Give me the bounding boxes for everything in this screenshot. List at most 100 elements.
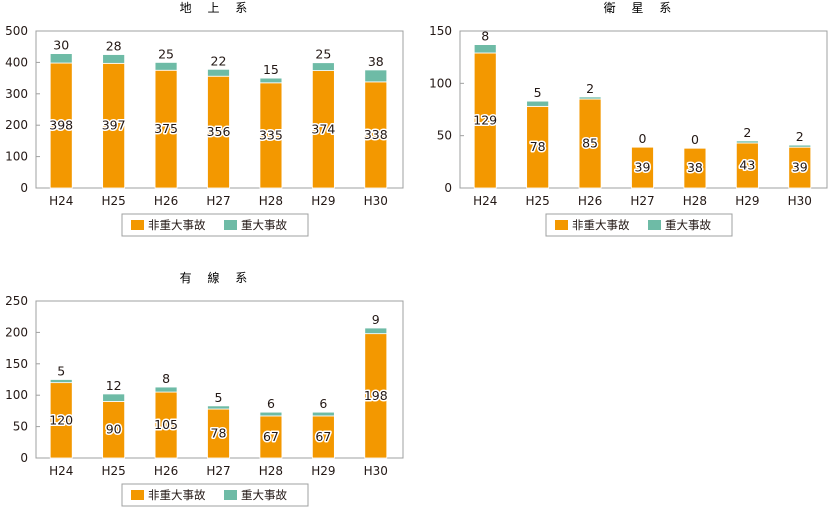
x-tick-label: H30 [364,194,388,208]
chart-panel-wired: 有 線 系 0 50 100 150 200 250 120 5 H24 90 12 H25 105 8 H2… [0,270,410,515]
data-label-non-major: 335 [259,127,283,142]
legend-box [121,483,309,507]
y-tick-label: 400 [5,55,28,69]
x-tick-label: H30 [364,464,388,478]
data-label-major: 25 [315,47,331,62]
bar-major [788,144,812,148]
data-label-non-major: 39 [792,160,808,175]
bar-major [102,54,126,64]
legend-label-non-major: 非重大事故 [572,218,630,232]
bar-major [207,405,230,410]
bar-major [259,77,283,84]
chart-ground: 地 上 系 0 100 200 300 400 500 398 30 H24 397 28 H25 375… [5,1,404,237]
y-tick-label: 150 [429,24,452,38]
data-label-major: 9 [372,312,380,327]
bar-major [364,327,388,335]
legend-label-major: 重大事故 [241,218,287,232]
data-label-major: 28 [106,39,122,54]
bar-major [311,62,335,71]
x-tick-label: H26 [154,464,178,478]
bar-major [207,68,230,77]
legend-swatch-major [224,490,237,500]
bar-major [526,100,550,107]
y-tick-label: 250 [5,294,28,308]
bar-major [735,140,759,144]
chart-title: 有 線 系 [180,270,254,285]
x-tick-label: H29 [735,194,759,208]
y-tick-label: 200 [5,325,28,339]
chart-panel-satellite: 衛 星 系 0 50 100 150 129 8 H24 78 5 H25 85 2 H26 39 0 H27 3… [424,0,834,245]
bar-major [578,96,602,100]
data-label-major: 2 [743,125,751,140]
x-tick-label: H30 [788,194,812,208]
x-tick-label: H28 [683,194,707,208]
data-label-major: 8 [481,29,489,44]
x-tick-label: H29 [311,464,335,478]
y-tick-label: 0 [20,181,28,195]
x-tick-label: H27 [206,194,230,208]
data-label-non-major: 198 [364,388,388,403]
data-label-major: 5 [57,364,65,379]
data-label-major: 2 [796,129,804,144]
data-label-non-major: 43 [739,157,755,172]
y-tick-label: 50 [437,129,452,143]
bar-non-major [631,146,654,189]
data-label-non-major: 356 [207,124,231,139]
data-label-major: 38 [368,54,384,69]
data-label-non-major: 85 [582,136,598,151]
data-label-non-major: 67 [263,429,279,444]
chart-wired: 有 線 系 0 50 100 150 200 250 120 5 H24 90 12 H25 105 8 H2… [5,270,404,507]
legend-swatch-non-major [131,490,144,500]
bar-major [49,379,73,384]
legend-swatch-major [224,220,237,230]
data-label-non-major: 338 [364,127,388,142]
data-label-non-major: 90 [106,422,122,437]
data-label-non-major: 375 [154,121,178,136]
data-label-major: 5 [215,390,223,405]
bar-major [154,386,178,393]
bar-major [49,53,73,64]
x-tick-label: H26 [578,194,602,208]
legend-swatch-non-major [555,220,568,230]
y-tick-label: 50 [13,420,28,434]
data-label-non-major: 129 [473,112,497,127]
legend-label-major: 重大事故 [665,218,711,232]
data-label-major: 0 [691,132,699,147]
data-label-non-major: 38 [687,160,703,175]
data-label-major: 2 [586,81,594,96]
x-tick-label: H29 [311,194,335,208]
legend-swatch-non-major [131,220,144,230]
y-tick-label: 100 [429,76,452,90]
x-tick-label: H25 [101,194,125,208]
x-tick-label: H27 [206,464,230,478]
data-label-non-major: 78 [530,139,546,154]
x-tick-label: H25 [101,464,125,478]
y-tick-label: 100 [5,388,28,402]
bar-major [364,69,388,83]
x-tick-label: H24 [473,194,497,208]
data-label-major: 25 [158,46,174,61]
data-label-non-major: 120 [49,412,73,427]
data-label-non-major: 398 [49,118,73,133]
data-label-non-major: 374 [311,121,335,136]
bar-major [102,393,126,402]
data-label-major: 22 [211,53,227,68]
data-label-major: 8 [162,371,170,386]
y-tick-label: 100 [5,150,28,164]
x-tick-label: H28 [259,464,283,478]
data-label-non-major: 105 [154,417,178,432]
y-tick-label: 0 [20,451,28,465]
data-label-major: 0 [639,131,647,146]
legend-box [545,213,733,237]
bar-major [311,411,335,417]
chart-panel-ground: 地 上 系 0 100 200 300 400 500 398 30 H24 397 28 H25 375… [0,0,410,245]
bar-major [259,411,283,417]
x-tick-label: H25 [525,194,549,208]
y-tick-label: 150 [5,357,28,371]
data-label-major: 5 [534,85,542,100]
x-tick-label: H26 [154,194,178,208]
legend-box [121,213,309,237]
data-label-non-major: 39 [635,160,651,175]
x-tick-label: H24 [49,194,73,208]
y-tick-label: 0 [444,181,452,195]
